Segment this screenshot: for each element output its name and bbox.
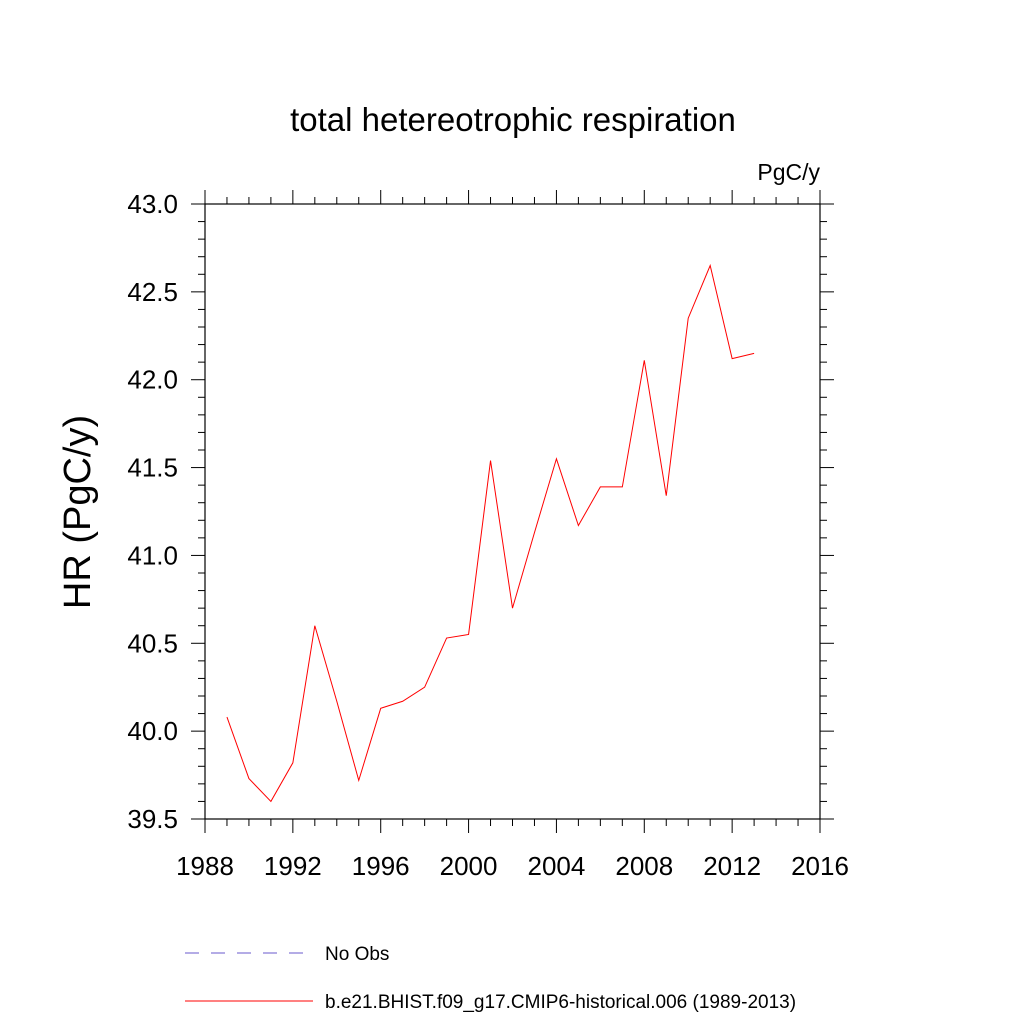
units-label: PgC/y: [757, 159, 820, 185]
x-tick-label: 1996: [352, 851, 410, 881]
plot-frame: [204, 203, 821, 820]
y-tick-label: 43.0: [127, 189, 178, 219]
legend-label-model: b.e21.BHIST.f09_g17.CMIP6-historical.006…: [325, 992, 796, 1013]
x-tick-label: 1988: [176, 851, 234, 881]
axis-ticks: [191, 190, 834, 833]
chart-title: total hetereotrophic respiration: [290, 101, 736, 138]
y-axis-label: HR (PgC/y): [57, 415, 99, 609]
y-tick-label: 42.5: [127, 277, 178, 307]
y-tick-label: 39.5: [127, 804, 178, 834]
y-tick-label: 41.0: [127, 540, 178, 570]
x-tick-label: 2016: [791, 851, 849, 881]
y-tick-label: 40.0: [127, 716, 178, 746]
series-layer: [226, 263, 755, 803]
x-tick-label: 2012: [703, 851, 761, 881]
legend-label-no-obs: No Obs: [325, 944, 389, 965]
x-tick-label: 2004: [528, 851, 586, 881]
x-tick-label: 2008: [615, 851, 673, 881]
x-tick-label: 2000: [440, 851, 498, 881]
series-line: [226, 263, 755, 803]
y-tick-label: 42.0: [127, 365, 178, 395]
legend: No Obs b.e21.BHIST.f09_g17.CMIP6-histori…: [185, 944, 796, 1013]
y-tick-label: 40.5: [127, 628, 178, 658]
y-tick-label: 41.5: [127, 453, 178, 483]
y-tick-labels: 39.5 40.0 40.5 41.0 41.5 42.0 42.5 43.0: [127, 189, 178, 834]
x-tick-labels: 1988 1992 1996 2000 2004 2008 2012 2016: [176, 851, 849, 881]
x-tick-label: 1992: [264, 851, 322, 881]
